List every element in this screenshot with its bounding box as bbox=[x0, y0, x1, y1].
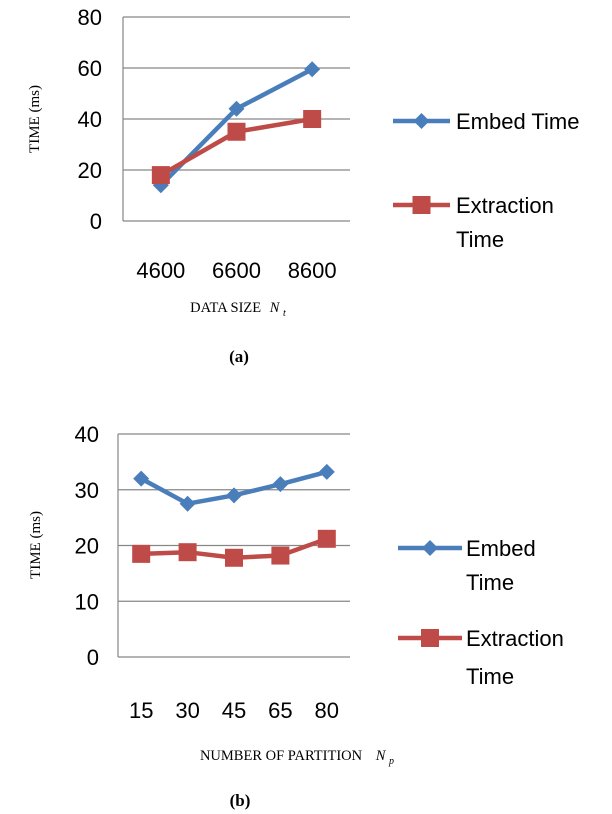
b-series-point-0 bbox=[133, 470, 150, 487]
a-y-tick-label: 20 bbox=[78, 158, 102, 183]
b-x-axis-subscript: p bbox=[388, 756, 394, 767]
a-x-axis-subscript: t bbox=[283, 308, 286, 319]
b-series-point-0 bbox=[318, 463, 335, 480]
b-legend-label-0: Time bbox=[466, 570, 514, 595]
b-legend-label-1: Time bbox=[466, 664, 514, 689]
a-caption: (a) bbox=[229, 347, 249, 366]
b-y-tick-label: 20 bbox=[75, 534, 99, 559]
a-y-axis-label: TIME (ms) bbox=[27, 85, 43, 153]
a-series-point-1 bbox=[151, 166, 170, 185]
b-series-point-0 bbox=[179, 495, 196, 512]
a-legend-label-0: Embed Time bbox=[456, 109, 580, 134]
b-series-group bbox=[132, 463, 336, 567]
a-y-tick-label: 60 bbox=[78, 56, 102, 81]
a-legend-marker-1 bbox=[412, 196, 431, 214]
b-legend-label-1: Extraction bbox=[466, 626, 564, 651]
b-series-point-1 bbox=[317, 529, 336, 548]
b-y-axis-label: TIME (ms) bbox=[28, 511, 44, 579]
b-y-tick-labels: 0 10 20 30 40 bbox=[75, 422, 99, 670]
b-series-point-0 bbox=[272, 476, 289, 493]
b-x-axis-label: NUMBER OF PARTITION N p bbox=[200, 748, 394, 767]
a-x-tick-label: 4600 bbox=[136, 258, 185, 283]
chart-b: 0 10 20 30 40 15 30 45 65 80 Embed Time Extraction… bbox=[28, 422, 564, 810]
b-y-tick-label: 10 bbox=[75, 589, 99, 614]
b-x-tick-labels: 15 30 45 65 80 bbox=[129, 698, 339, 723]
b-x-tick-label: 80 bbox=[315, 698, 339, 723]
a-series-point-0 bbox=[304, 61, 321, 78]
b-x-axis-symbol: N bbox=[375, 748, 387, 764]
a-y-tick-label: 80 bbox=[78, 5, 102, 30]
b-y-tick-label: 0 bbox=[87, 645, 99, 670]
b-legend-marker-0 bbox=[422, 540, 438, 556]
chart-a: 0 20 40 60 80 4600 6600 8600 Embed Time Extract… bbox=[27, 5, 580, 366]
b-caption: (b) bbox=[230, 791, 251, 810]
a-y-tick-label: 40 bbox=[78, 107, 102, 132]
a-series-point-0 bbox=[228, 100, 245, 117]
b-gridlines bbox=[118, 433, 350, 658]
a-x-tick-label: 8600 bbox=[288, 258, 337, 283]
a-x-axis-label: DATA SIZE N t bbox=[190, 300, 286, 319]
a-x-tick-labels: 4600 6600 8600 bbox=[136, 258, 336, 283]
b-series-point-1 bbox=[225, 548, 243, 567]
a-series-group bbox=[151, 61, 322, 194]
a-x-tick-label: 6600 bbox=[212, 258, 261, 283]
a-y-tick-labels: 0 20 40 60 80 bbox=[78, 5, 102, 234]
b-x-tick-label: 45 bbox=[222, 698, 246, 723]
b-x-tick-label: 30 bbox=[175, 698, 199, 723]
b-legend-label-0: Embed bbox=[466, 536, 536, 561]
a-x-axis-symbol: N bbox=[269, 300, 281, 316]
a-legend-label-1: Time bbox=[456, 227, 504, 252]
b-x-tick-label: 15 bbox=[129, 698, 153, 723]
b-legend-marker-1 bbox=[421, 629, 439, 647]
b-series-point-1 bbox=[132, 544, 151, 563]
a-legend-label-1: Extraction bbox=[456, 193, 554, 218]
a-x-axis-label-text: DATA SIZE bbox=[190, 300, 261, 316]
b-x-axis-label-text: NUMBER OF PARTITION bbox=[200, 748, 363, 764]
b-y-tick-label: 40 bbox=[75, 422, 99, 447]
b-series-point-0 bbox=[226, 487, 242, 504]
a-y-tick-label: 0 bbox=[90, 209, 102, 234]
b-y-tick-label: 30 bbox=[75, 478, 99, 503]
b-legend: Embed Time Extraction Time bbox=[398, 536, 564, 689]
a-series-point-1 bbox=[303, 110, 322, 128]
a-legend-marker-0 bbox=[413, 113, 430, 129]
a-series-point-1 bbox=[227, 122, 246, 141]
b-series-point-1 bbox=[178, 543, 197, 562]
b-x-tick-label: 65 bbox=[268, 698, 292, 723]
b-series-point-1 bbox=[271, 546, 290, 565]
a-legend: Embed Time Extraction Time bbox=[393, 109, 580, 252]
